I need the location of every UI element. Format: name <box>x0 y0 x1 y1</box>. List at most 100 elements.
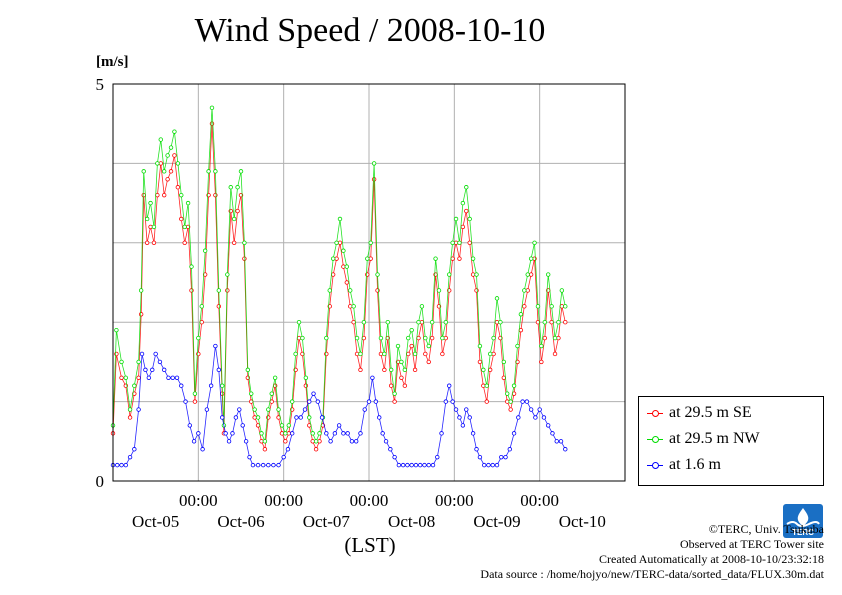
data-point <box>467 216 472 222</box>
series-line-0 <box>112 123 566 451</box>
data-point <box>272 375 278 380</box>
data-point <box>223 431 228 436</box>
data-point <box>371 177 377 182</box>
data-point <box>484 383 489 388</box>
data-point <box>351 304 356 309</box>
data-point <box>505 391 510 396</box>
data-point <box>375 272 380 277</box>
data-point <box>161 367 167 373</box>
data-point <box>165 177 170 182</box>
data-point <box>148 200 153 206</box>
data-point <box>467 415 472 420</box>
data-point <box>358 367 363 373</box>
data-point <box>119 375 124 380</box>
data-point <box>311 391 316 396</box>
data-point <box>213 169 218 174</box>
data-point <box>422 462 427 468</box>
data-point <box>262 447 268 452</box>
data-point <box>400 462 406 468</box>
data-point <box>231 216 237 222</box>
copyright-text: ©TERC, Univ. Tsukuba <box>708 522 824 536</box>
data-point <box>518 312 524 317</box>
data-point <box>187 423 192 428</box>
observed-text: Observed at TERC Tower site <box>679 537 824 551</box>
data-point <box>189 288 194 293</box>
data-point <box>182 224 187 230</box>
data-point <box>166 375 171 380</box>
data-point <box>402 367 408 373</box>
data-point <box>119 359 124 365</box>
data-point <box>440 335 445 341</box>
data-point <box>537 407 542 412</box>
data-point <box>132 447 137 452</box>
data-point <box>168 145 174 150</box>
data-point <box>237 407 242 412</box>
data-point <box>216 288 222 293</box>
data-point <box>240 423 245 428</box>
data-point <box>358 431 363 436</box>
data-point <box>296 320 302 325</box>
data-point <box>409 343 414 349</box>
data-point <box>175 185 181 190</box>
data-point <box>470 256 476 261</box>
data-point <box>174 375 180 380</box>
data-point <box>127 415 133 420</box>
data-point <box>439 431 444 436</box>
data-point <box>516 415 521 420</box>
data-point <box>300 335 305 341</box>
data-point <box>161 169 167 174</box>
data-point <box>457 415 462 420</box>
data-point <box>542 335 547 341</box>
data-point <box>368 240 373 245</box>
data-point <box>503 454 508 460</box>
data-point <box>382 351 387 357</box>
data-point <box>491 335 496 341</box>
data-point <box>430 462 436 468</box>
data-point <box>276 462 281 468</box>
data-point <box>286 423 291 428</box>
data-point <box>179 192 184 198</box>
data-point <box>405 462 410 468</box>
data-point <box>220 415 225 420</box>
data-point <box>413 462 419 468</box>
data-point <box>158 137 163 142</box>
data-point <box>216 304 222 309</box>
data-point <box>259 431 264 436</box>
data-point <box>146 375 152 380</box>
data-point <box>499 454 504 460</box>
data-point <box>392 454 397 460</box>
data-point <box>179 216 184 222</box>
data-point <box>443 320 448 325</box>
data-point <box>535 304 541 309</box>
data-point <box>151 224 157 230</box>
data-point <box>533 415 538 420</box>
data-point <box>412 351 418 357</box>
data-point <box>388 367 394 373</box>
data-point <box>556 320 561 325</box>
data-point <box>255 415 261 420</box>
data-point <box>144 216 150 222</box>
created-text: Created Automatically at 2008-10-10/23:3… <box>599 552 824 566</box>
credits: ©TERC, Univ. Tsukuba Observed at TERC To… <box>480 522 824 582</box>
data-point <box>549 304 554 309</box>
y-axis-label: [m/s] <box>96 54 129 70</box>
data-point <box>196 335 201 341</box>
data-point <box>539 359 544 365</box>
data-point <box>168 169 174 174</box>
data-point <box>515 343 520 349</box>
data-point <box>294 415 299 420</box>
data-point <box>170 375 175 380</box>
data-point <box>324 431 329 436</box>
data-point <box>172 129 177 134</box>
data-point <box>552 335 558 341</box>
data-point <box>474 447 479 452</box>
data-point <box>460 224 466 230</box>
data-point <box>541 415 547 420</box>
data-point <box>283 439 288 444</box>
x-date-label-2: Oct-07 <box>303 512 351 531</box>
data-point <box>313 447 319 452</box>
legend-swatch-se <box>647 409 663 417</box>
data-point <box>255 462 261 468</box>
data-point <box>402 383 408 388</box>
